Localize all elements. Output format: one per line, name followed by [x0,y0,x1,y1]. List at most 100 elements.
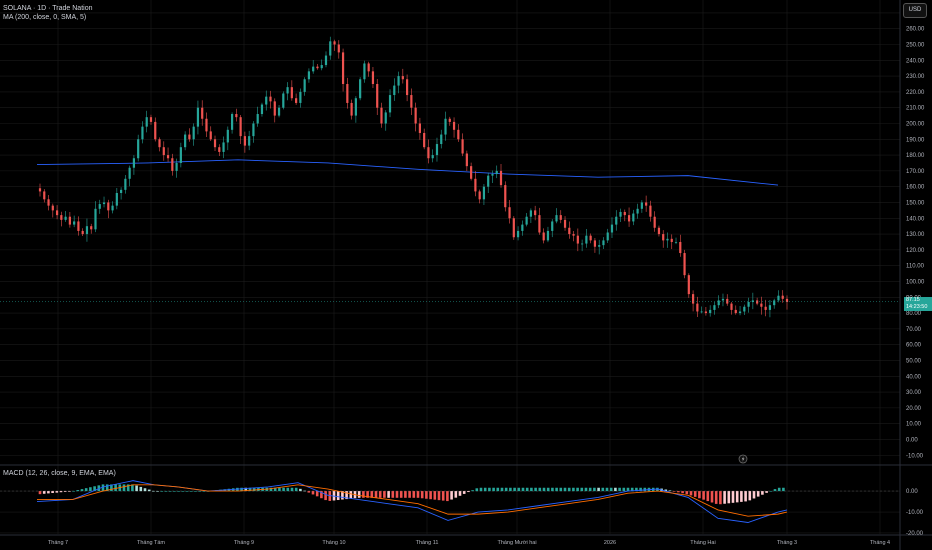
candle [312,66,315,72]
candle [269,96,272,102]
time-tick-label: 2026 [604,540,616,546]
candle [47,199,50,206]
macd-histogram-bar [622,487,626,492]
macd-histogram-bar [509,487,512,492]
price-tick-label: 140.00 [906,216,925,222]
macd-histogram-bar [782,487,785,492]
macd-histogram-bar [110,484,113,492]
time-tick-label: Tháng 3 [777,540,797,546]
macd-histogram-bar [530,487,533,492]
candle [666,238,669,241]
candle [414,107,417,124]
price-tick-label: 170.00 [906,169,925,175]
macd-histogram-bar [479,487,483,492]
macd-histogram-bar [756,491,760,497]
macd-histogram-bar [89,487,92,492]
macd-line [36,480,788,523]
macd-histogram-bar [324,491,327,501]
candle [363,63,366,80]
candle [359,79,362,99]
candle [38,188,42,192]
candle [589,235,592,241]
macd-histogram-bar [450,491,453,500]
candle [700,311,703,313]
currency-button[interactable]: USD [903,3,927,18]
candle [303,79,306,92]
macd-histogram-bar [311,491,315,495]
bar-countdown: 14:23:50 [906,303,928,310]
macd-histogram-bar [416,491,420,498]
candle [418,123,422,133]
macd-histogram-bar [593,487,596,492]
macd-histogram-bar [542,487,546,492]
macd-histogram-bar [605,487,609,492]
lightning-icon[interactable] [738,454,748,464]
macd-histogram-bar [597,487,600,492]
macd-histogram-bar [567,487,571,492]
macd-histogram-bar [42,491,46,494]
candle [781,295,784,299]
time-tick-label: Tháng 7 [48,540,68,546]
macd-histogram-bar [299,488,302,492]
time-tick-label: Tháng 9 [234,540,254,546]
macd-histogram-bar [555,487,558,492]
macd-histogram-bar [126,484,130,492]
price-tick-label: 220.00 [906,90,925,96]
macd-histogram-bar [740,491,743,502]
candle [256,114,259,124]
candle [764,306,767,310]
candle [226,129,229,143]
macd-histogram-bar [345,491,348,500]
macd-tick-label: -10.00 [906,510,924,516]
candle [756,300,759,304]
macd-histogram-bar [315,491,319,497]
candle [329,41,332,56]
macd-histogram-bar [639,487,642,492]
macd-histogram-bar [588,487,592,492]
candle [448,118,451,122]
candle [598,245,601,247]
candle [683,253,686,276]
candle [585,235,588,244]
price-tick-label: 70.00 [906,327,922,333]
candle [290,87,293,99]
macd-histogram-bar [362,491,365,498]
candle [734,309,737,314]
candle [474,178,477,192]
last-price-value: 87.15 [906,296,920,303]
candle [504,185,507,208]
candle [85,226,89,235]
candle [149,117,153,122]
candle [98,204,101,209]
candle [141,126,144,140]
macd-histogram-bar [492,487,495,492]
macd-histogram-bar [114,484,117,492]
candle [713,305,716,310]
candle [286,87,289,94]
macd-histogram-bar [374,491,378,498]
candle [602,240,605,246]
price-tick-label: 50.00 [906,358,922,364]
candle [68,216,71,225]
macd-histogram-bar [765,491,768,493]
macd-histogram-bar [706,491,710,502]
macd-histogram-bar [357,491,361,498]
macd-histogram-bar [47,491,50,494]
macd-histogram-bar [72,490,75,492]
macd-histogram-bar [55,491,59,493]
candle [743,306,746,312]
candle [657,227,661,235]
price-tick-label: 10.00 [906,422,922,428]
candle [696,303,699,312]
candle [636,208,639,214]
candle [593,240,597,247]
macd-histogram-bar [248,487,252,492]
macd-histogram-bar [446,491,449,502]
macd-histogram-bar [517,487,521,492]
candle [640,202,643,209]
macd-histogram-bar [282,487,285,492]
macd-histogram-bar [719,491,722,505]
macd-histogram-bar [433,491,437,500]
macd-histogram-bar [244,487,248,492]
